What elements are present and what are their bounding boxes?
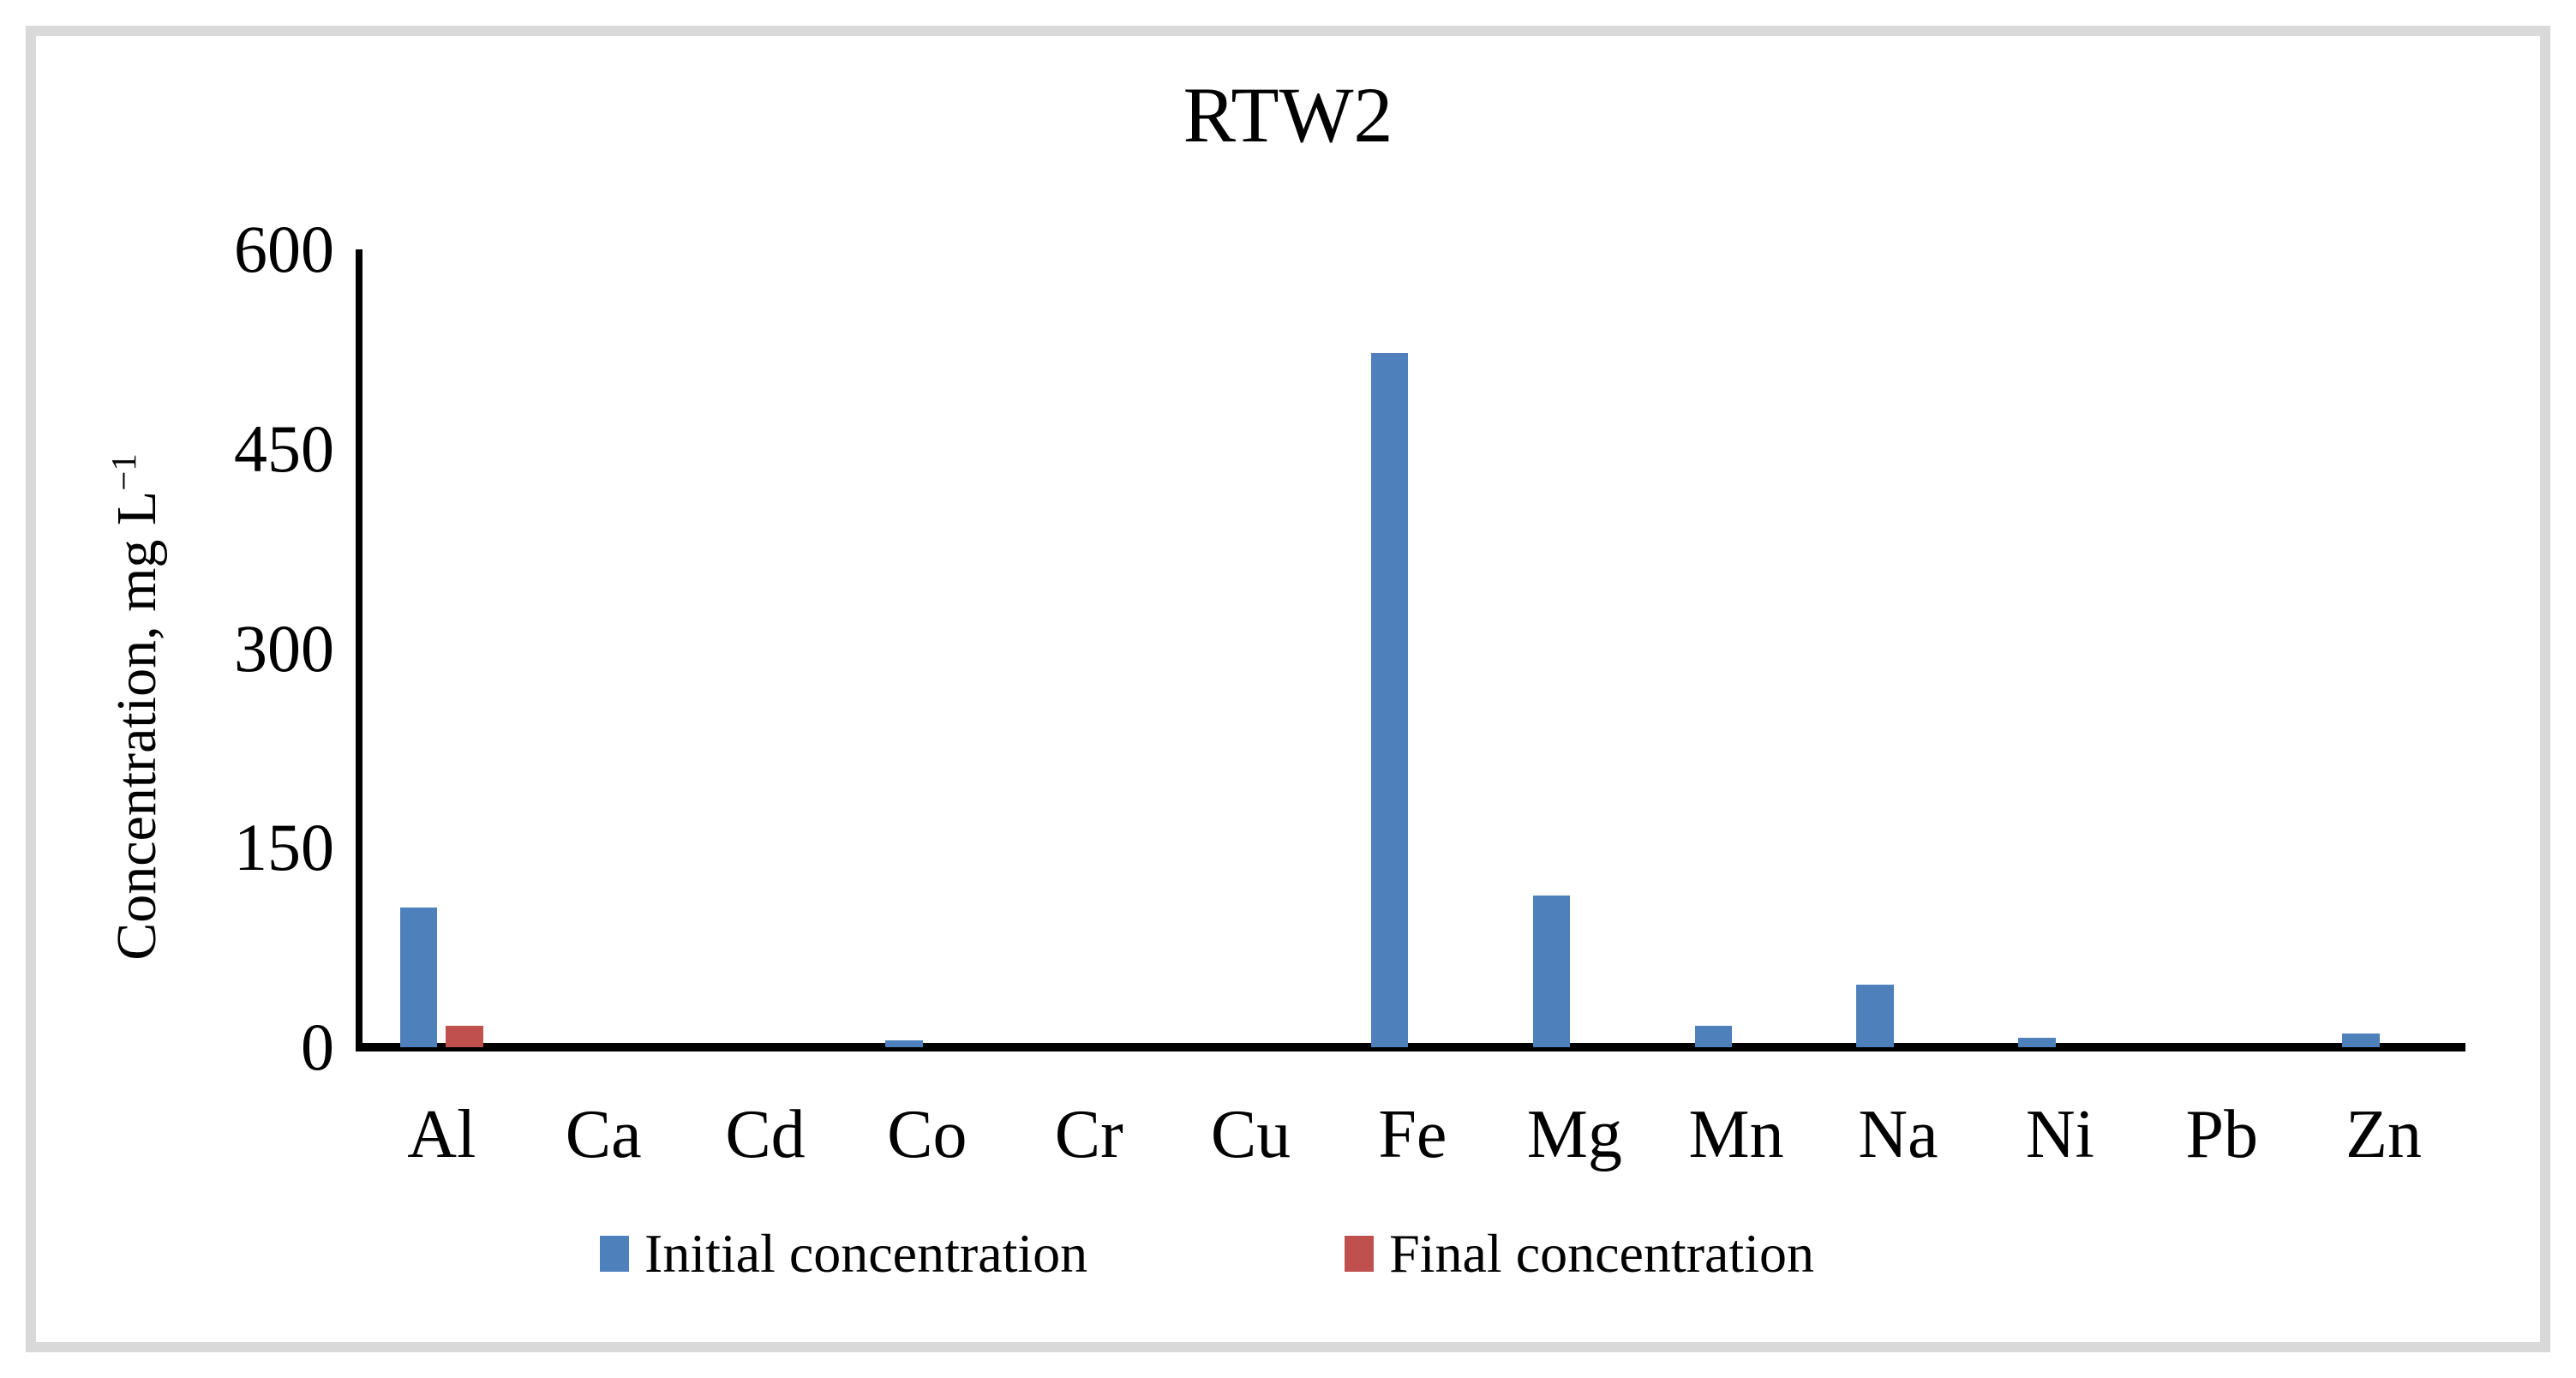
bar-initial-concentration-mn: [1694, 1026, 1733, 1047]
legend-entry-initial-concentration: Initial concentration: [600, 1224, 1087, 1284]
bar-initial-concentration-al: [399, 908, 438, 1047]
bar-initial-concentration-ni: [2018, 1038, 2056, 1047]
x-axis-label-na: Na: [1858, 1097, 1938, 1172]
x-axis-label-mn: Mn: [1688, 1097, 1784, 1172]
y-axis-title-text: Concentration, mg L: [105, 490, 168, 961]
bar-initial-concentration-co: [885, 1040, 923, 1047]
chart-title: RTW2: [1183, 71, 1393, 159]
bar-initial-concentration-na: [1856, 985, 1894, 1047]
bar-initial-concentration-fe: [1370, 353, 1409, 1047]
x-axis-label-cr: Cr: [1054, 1097, 1123, 1172]
bar-final-concentration-al: [446, 1026, 483, 1047]
x-axis-label-ni: Ni: [2025, 1097, 2094, 1172]
x-axis-line: [356, 1043, 2465, 1051]
x-axis-label-pb: Pb: [2185, 1097, 2258, 1172]
legend-label-initial-concentration: Initial concentration: [644, 1223, 1088, 1284]
x-axis-label-mg: Mg: [1526, 1097, 1622, 1172]
bar-initial-concentration-mg: [1532, 896, 1571, 1047]
y-tick-label-600: 600: [234, 212, 334, 286]
x-axis-label-fe: Fe: [1378, 1097, 1447, 1172]
y-tick-label-300: 300: [234, 610, 334, 686]
legend-swatch-initial-concentration: [600, 1236, 629, 1272]
bar-initial-concentration-zn: [2342, 1034, 2380, 1047]
legend: Initial concentration Final concentration: [600, 1224, 1814, 1284]
figure-border: [26, 26, 2550, 1352]
y-tick-label-0: 0: [301, 1010, 334, 1084]
legend-entry-final-concentration: Final concentration: [1345, 1224, 1814, 1284]
x-axis-label-ca: Ca: [565, 1097, 642, 1172]
y-tick-label-450: 450: [234, 410, 334, 486]
x-axis-label-al: Al: [407, 1097, 476, 1172]
x-axis-label-zn: Zn: [2345, 1097, 2422, 1172]
x-axis-label-co: Co: [887, 1097, 967, 1172]
x-axis-label-cu: Cu: [1210, 1097, 1291, 1172]
y-axis-line: [356, 249, 362, 1051]
y-tick-label-150: 150: [234, 810, 334, 885]
x-axis-label-cd: Cd: [725, 1097, 806, 1172]
legend-swatch-final-concentration: [1345, 1236, 1375, 1272]
legend-label-final-concentration: Final concentration: [1389, 1223, 1814, 1284]
